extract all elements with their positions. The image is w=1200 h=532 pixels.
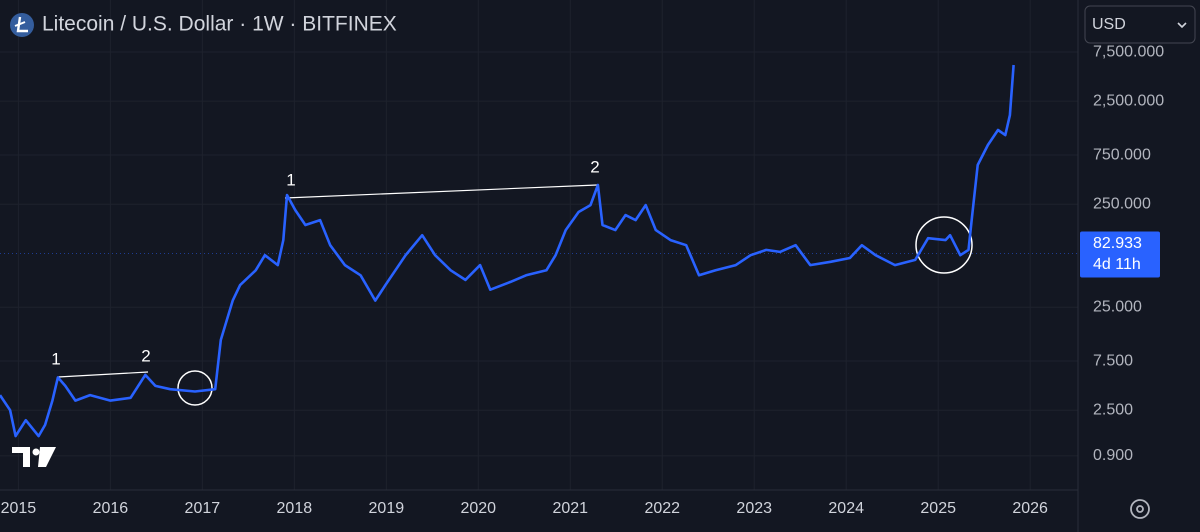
coin-icon-glyph: [16, 16, 28, 33]
coin-icon-glyph: [14, 21, 26, 27]
y-tick-label: 7,500.000: [1093, 43, 1164, 60]
settings-button[interactable]: [1136, 505, 1144, 513]
coin-icon: [10, 13, 34, 37]
grid: [0, 0, 1078, 490]
x-tick-label: 2025: [920, 500, 956, 517]
annotation-line: [284, 184, 598, 199]
logo: [38, 447, 56, 467]
x-tick-label: 2020: [460, 500, 496, 517]
x-tick-label: 2019: [369, 500, 405, 517]
x-tick-label: 2016: [93, 500, 129, 517]
annotation-line: [57, 371, 149, 378]
x-tick-label: 2015: [1, 500, 37, 517]
plot: [0, 64, 1078, 438]
dropdown-arrow[interactable]: [1177, 22, 1187, 29]
logo: [12, 447, 30, 467]
y-tick-label: 25.000: [1093, 298, 1142, 315]
y-tick-label: 250.000: [1093, 195, 1151, 212]
logo: [32, 448, 40, 456]
currency-selector[interactable]: [1084, 5, 1196, 44]
y-tick-label: 750.000: [1093, 146, 1151, 163]
annotation-label: 2: [590, 157, 599, 176]
annotation-label: 1: [286, 170, 295, 189]
x-tick-label: 2024: [828, 500, 864, 517]
countdown-label: 4d 11h: [1093, 256, 1141, 273]
x-tick-label: 2026: [1012, 500, 1048, 517]
last-price-box: [1080, 231, 1160, 278]
annotation-circle: [177, 370, 213, 406]
y-tick-label: 7.500: [1093, 352, 1133, 369]
axes: 0.900 2.500 7.500 25.000 250.000 750.000 2,500…: [1, 43, 1165, 517]
x-tick-label: 2023: [736, 500, 772, 517]
chart-title: Litecoin / U.S. Dollar · 1W · BITFINEX: [42, 13, 397, 36]
annotation-label: 1: [51, 349, 60, 368]
x-tick-label: 2018: [277, 500, 313, 517]
y-tick-label: 0.900: [1093, 447, 1133, 464]
currency-label[interactable]: USD: [1092, 16, 1126, 33]
last-price-label: 82.933: [1093, 235, 1142, 252]
x-tick-label: 2021: [552, 500, 588, 517]
y-tick-label: 2.500: [1093, 401, 1133, 418]
x-tick-label: 2017: [185, 500, 221, 517]
annotation-label: 2: [141, 346, 150, 365]
price-line: [0, 64, 1015, 438]
annotation-circle: [915, 216, 973, 274]
settings-button[interactable]: [1130, 499, 1150, 519]
x-tick-label: 2022: [644, 500, 680, 517]
y-tick-label: 2,500.000: [1093, 92, 1164, 109]
